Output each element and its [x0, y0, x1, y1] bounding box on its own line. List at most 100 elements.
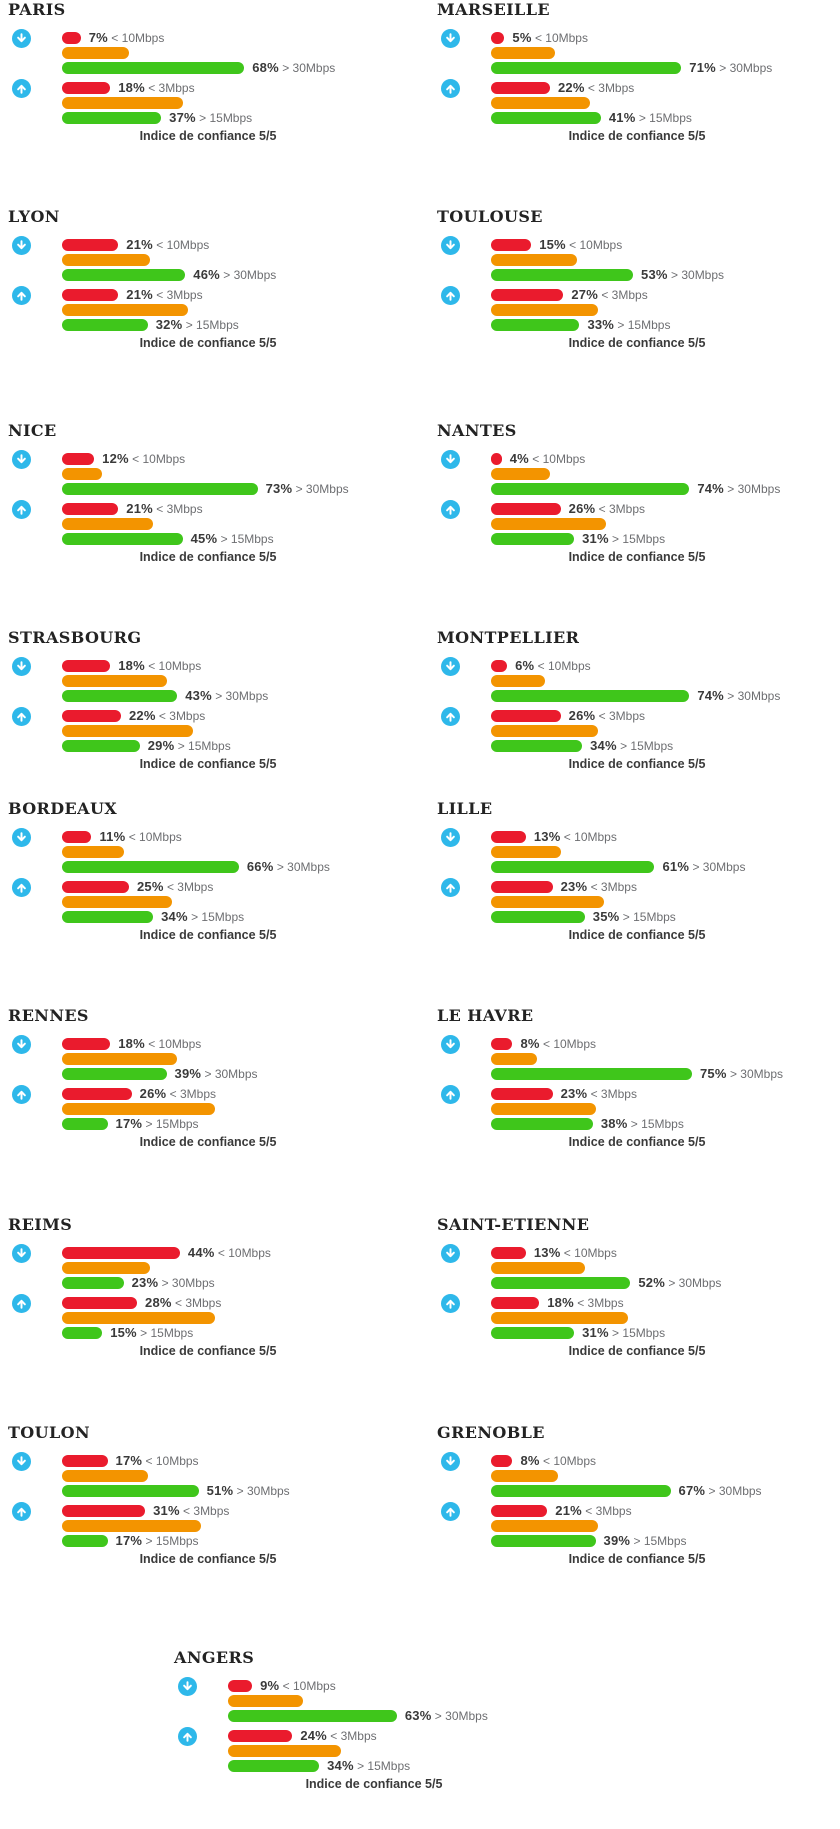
download-mid-bar: [62, 468, 103, 480]
upload-mid-bar: [491, 1103, 596, 1115]
bar-row-low: 7% < 10Mbps: [62, 31, 335, 44]
download-high-bar: [491, 483, 690, 495]
upload-section: 26% < 3Mbps 34% > 15Mbps: [437, 707, 837, 752]
download-high-percent: 66%: [246, 859, 274, 874]
upload-high-threshold: > 15Mbps: [357, 1759, 411, 1773]
upload-high-label: 38% > 15Mbps: [601, 1117, 684, 1130]
bar-row-high: 38% > 15Mbps: [491, 1117, 684, 1130]
city-title: NICE: [8, 421, 57, 440]
download-low-label: 21% < 10Mbps: [126, 238, 209, 251]
upload-high-bar: [62, 911, 154, 923]
upload-low-bar: [491, 1505, 548, 1517]
upload-low-label: 21% < 3Mbps: [555, 1504, 631, 1517]
confidence-index-label: Indice de confiance 5/5: [568, 129, 706, 143]
upload-section: 28% < 3Mbps 15% > 15Mbps: [8, 1294, 408, 1339]
download-high-percent: 61%: [662, 859, 690, 874]
download-low-label: 11% < 10Mbps: [99, 830, 181, 843]
download-high-threshold: > 30Mbps: [295, 482, 349, 496]
download-section: 13% < 10Mbps 52% > 30Mbps: [437, 1244, 837, 1290]
bar-row-low: 26% < 3Mbps: [62, 1087, 216, 1100]
download-arrow-icon: [441, 1035, 460, 1054]
bar-row-high: 17% > 15Mbps: [62, 1117, 216, 1130]
bar-row-mid: [491, 47, 772, 59]
confidence-index-label: Indice de confiance 5/5: [568, 550, 706, 564]
city-title: NANTES: [437, 421, 517, 440]
upload-arrow-icon: [12, 79, 31, 98]
download-low-percent: 44%: [187, 1245, 215, 1260]
upload-high-percent: 35%: [592, 909, 620, 924]
download-low-bar: [491, 1455, 513, 1467]
upload-low-bar: [62, 503, 119, 515]
upload-bars: 21% < 3Mbps 32% > 15Mbps: [62, 288, 239, 331]
download-arrow-icon: [441, 1244, 460, 1263]
upload-low-percent: 26%: [568, 501, 596, 516]
bar-row-mid: [491, 1053, 783, 1065]
city-title: BORDEAUX: [8, 799, 118, 818]
download-icon-column: [437, 1244, 491, 1289]
upload-low-label: 28% < 3Mbps: [145, 1295, 221, 1310]
download-high-threshold: > 30Mbps: [282, 61, 336, 75]
download-arrow-icon: [12, 828, 31, 847]
upload-high-percent: 33%: [587, 317, 615, 332]
download-section: 21% < 10Mbps 46% > 30Mbps: [8, 236, 408, 281]
upload-low-percent: 28%: [145, 1295, 172, 1310]
bar-row-low: 6% < 10Mbps: [491, 659, 780, 672]
upload-low-threshold: < 3Mbps: [166, 880, 214, 894]
upload-low-bar: [62, 82, 111, 94]
download-low-percent: 4%: [509, 451, 529, 466]
upload-high-label: 32% > 15Mbps: [156, 318, 239, 331]
download-high-percent: 43%: [185, 688, 212, 703]
upload-icon-column: [8, 1502, 62, 1547]
download-high-threshold: > 30Mbps: [434, 1709, 488, 1723]
upload-low-bar: [491, 1297, 540, 1309]
bar-row-low: 21% < 10Mbps: [62, 238, 276, 251]
download-high-threshold: > 30Mbps: [668, 1276, 722, 1290]
upload-low-percent: 27%: [571, 287, 598, 302]
upload-section: 24% < 3Mbps 34% > 15Mbps: [174, 1727, 574, 1773]
upload-low-bar: [62, 710, 121, 722]
upload-high-bar: [62, 1535, 108, 1547]
bar-row-mid: [491, 846, 745, 858]
upload-high-threshold: > 15Mbps: [220, 532, 274, 546]
download-bars: 13% < 10Mbps 52% > 30Mbps: [491, 1246, 722, 1290]
bar-row-mid: [62, 1053, 258, 1065]
upload-low-bar: [62, 881, 129, 893]
download-low-threshold: < 10Mbps: [217, 1246, 271, 1260]
download-high-label: 74% > 30Mbps: [697, 482, 780, 495]
city-card: PARIS 7% < 10Mbps 68%: [8, 0, 408, 143]
download-high-label: 51% > 30Mbps: [207, 1484, 290, 1497]
bar-row-mid: [228, 1695, 488, 1707]
upload-arrow-icon: [441, 286, 460, 305]
upload-bars: 23% < 3Mbps 35% > 15Mbps: [491, 880, 676, 924]
bar-row-low: 28% < 3Mbps: [62, 1295, 221, 1310]
upload-low-label: 23% < 3Mbps: [561, 880, 637, 893]
upload-low-threshold: < 3Mbps: [590, 1087, 637, 1101]
download-bars: 6% < 10Mbps 74% > 30Mbps: [491, 659, 781, 703]
upload-high-bar: [491, 112, 601, 124]
upload-bars: 25% < 3Mbps 34% > 15Mbps: [62, 880, 244, 923]
upload-arrow-icon: [12, 286, 31, 305]
download-high-percent: 23%: [131, 1275, 159, 1290]
download-high-threshold: > 30Mbps: [727, 689, 781, 703]
download-high-threshold: > 30Mbps: [692, 860, 746, 874]
download-high-bar: [491, 269, 634, 281]
download-high-label: 46% > 30Mbps: [193, 268, 276, 281]
download-low-bar: [62, 1038, 111, 1050]
download-high-label: 39% > 30Mbps: [175, 1067, 258, 1080]
download-high-bar: [62, 1068, 167, 1080]
upload-high-bar: [62, 112, 162, 124]
upload-mid-bar: [62, 896, 172, 908]
download-high-bar: [62, 861, 239, 873]
download-mid-bar: [62, 47, 129, 59]
download-arrow-icon: [441, 236, 460, 255]
upload-section: 22% < 3Mbps 41% > 15Mbps: [437, 79, 837, 124]
confidence-index-label: Indice de confiance 5/5: [139, 928, 277, 942]
download-mid-bar: [62, 846, 124, 858]
download-arrow-icon: [12, 1452, 31, 1471]
download-high-percent: 52%: [638, 1275, 665, 1290]
download-section: 4% < 10Mbps 74% > 30Mbps: [437, 450, 837, 495]
upload-high-threshold: > 15Mbps: [145, 1534, 199, 1548]
confidence-index-label: Indice de confiance 5/5: [139, 336, 277, 350]
download-arrow-icon: [12, 450, 31, 469]
upload-icon-column: [8, 1294, 62, 1339]
